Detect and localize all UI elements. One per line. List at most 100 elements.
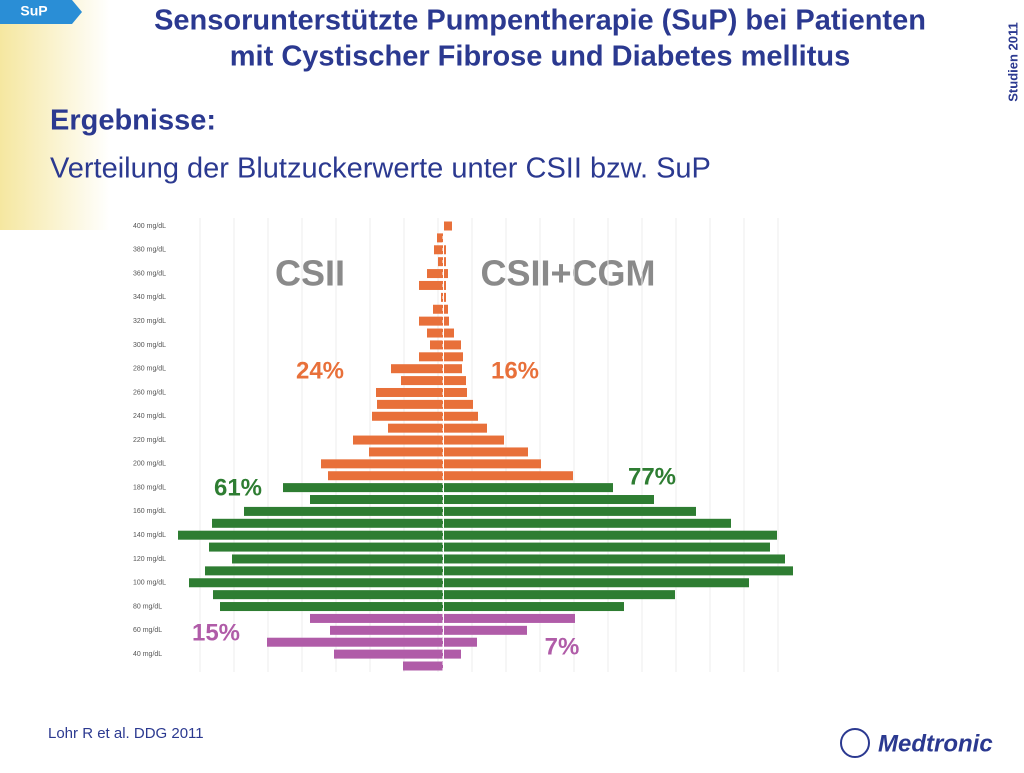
chart: CSII CSII+CGM 400 mg/dL 380 mg/dL 360 mg/d… [133,218,793,672]
decoration [0,0,110,230]
y-tick-label: 220 mg/dL [133,437,166,444]
bar-right [444,304,448,314]
bar-left [391,364,443,374]
annotation: 77% [628,463,676,490]
bar-right [444,387,467,397]
bar-right [444,649,461,659]
bar-left [403,661,443,671]
bar-right [444,590,675,600]
bar-left [353,435,443,445]
bar-left [220,602,443,612]
bar-right [444,352,463,362]
bar-left [205,566,443,576]
bar-left [427,269,443,279]
bar-left [283,483,443,493]
y-tick-label: 240 mg/dL [133,413,166,420]
bar-right [444,245,446,255]
bar-left [232,554,443,564]
bar-right [444,447,528,457]
bar-right [444,376,466,386]
bar-right [444,578,749,588]
bar-left [178,530,443,540]
y-tick-label: 60 mg/dL [133,627,162,634]
bar-left [328,471,443,481]
bar-right [444,602,624,612]
side-note: Studien 2011 [1005,22,1020,101]
bar-right [444,423,487,433]
bar-right [444,566,793,576]
heading: Ergebnisse: [50,105,216,137]
bar-left [213,590,443,600]
bar-right [444,613,575,623]
tag-box [0,0,82,24]
bar-left [267,637,443,647]
y-tick-label: 200 mg/dL [133,461,166,468]
bar-right [444,340,461,350]
bar-right [444,328,454,338]
y-tick-label: 140 mg/dL [133,532,166,539]
bar-left [419,316,443,326]
logo: Medtronic [878,730,993,757]
bar-right [444,518,731,528]
bar-left [433,304,443,314]
title: Sensorunterstützte Pumpentherapie (SuP) … [154,5,926,37]
bar-left [310,613,443,623]
bar-left [376,387,443,397]
left-title: CSII [275,253,345,294]
bar-right [444,364,462,374]
bar-right [444,542,770,552]
bar-left [437,233,443,243]
bar-left [427,328,443,338]
bar-left [369,447,443,457]
bar-right [444,221,452,231]
subheading: Verteilung der Blutzuckerwerte unter CSI… [50,153,711,185]
bar-right [444,269,448,279]
y-tick-label: 100 mg/dL [133,580,166,587]
bar-left [401,376,443,386]
y-tick-label: 180 mg/dL [133,484,166,491]
bar-left [209,542,443,552]
bar-right [444,530,777,540]
bar-left [419,352,443,362]
y-tick-label: 40 mg/dL [133,651,162,658]
bar-right [444,554,785,564]
bar-left [372,411,443,421]
annotation: 24% [296,357,344,384]
bar-left [310,495,443,505]
bar-left [244,506,443,516]
y-tick-label: 80 mg/dL [133,603,162,610]
y-tick-label: 160 mg/dL [133,508,166,515]
tag: SuP [20,3,47,19]
source: Lohr R et al. DDG 2011 [48,725,204,742]
bar-right [444,506,696,516]
right-title: CSII+CGM [480,253,655,294]
bar-right [444,495,654,505]
y-tick-label: 360 mg/dL [133,270,166,277]
bar-right [444,459,541,469]
bar-right [444,316,449,326]
y-tick-label: 260 mg/dL [133,389,166,396]
y-tick-label: 300 mg/dL [133,342,166,349]
bar-right [444,435,504,445]
bar-left [377,399,443,409]
bar-right [444,625,527,635]
bar-right [444,637,477,647]
y-tick-label: 280 mg/dL [133,366,166,373]
annotation: 15% [192,619,240,646]
logo-icon [840,728,870,758]
annotation: 61% [214,474,262,501]
bar-left [434,245,443,255]
bar-left [430,340,443,350]
bar-left [419,280,443,290]
bar-right [444,483,613,493]
y-tick-label: 380 mg/dL [133,247,166,254]
y-tick-label: 400 mg/dL [133,223,166,230]
bar-right [444,292,446,302]
bar-left [321,459,443,469]
bar-left [212,518,443,528]
bar-right [444,399,473,409]
bar-left [388,423,443,433]
bar-left [330,625,443,635]
bar-right [444,471,573,481]
